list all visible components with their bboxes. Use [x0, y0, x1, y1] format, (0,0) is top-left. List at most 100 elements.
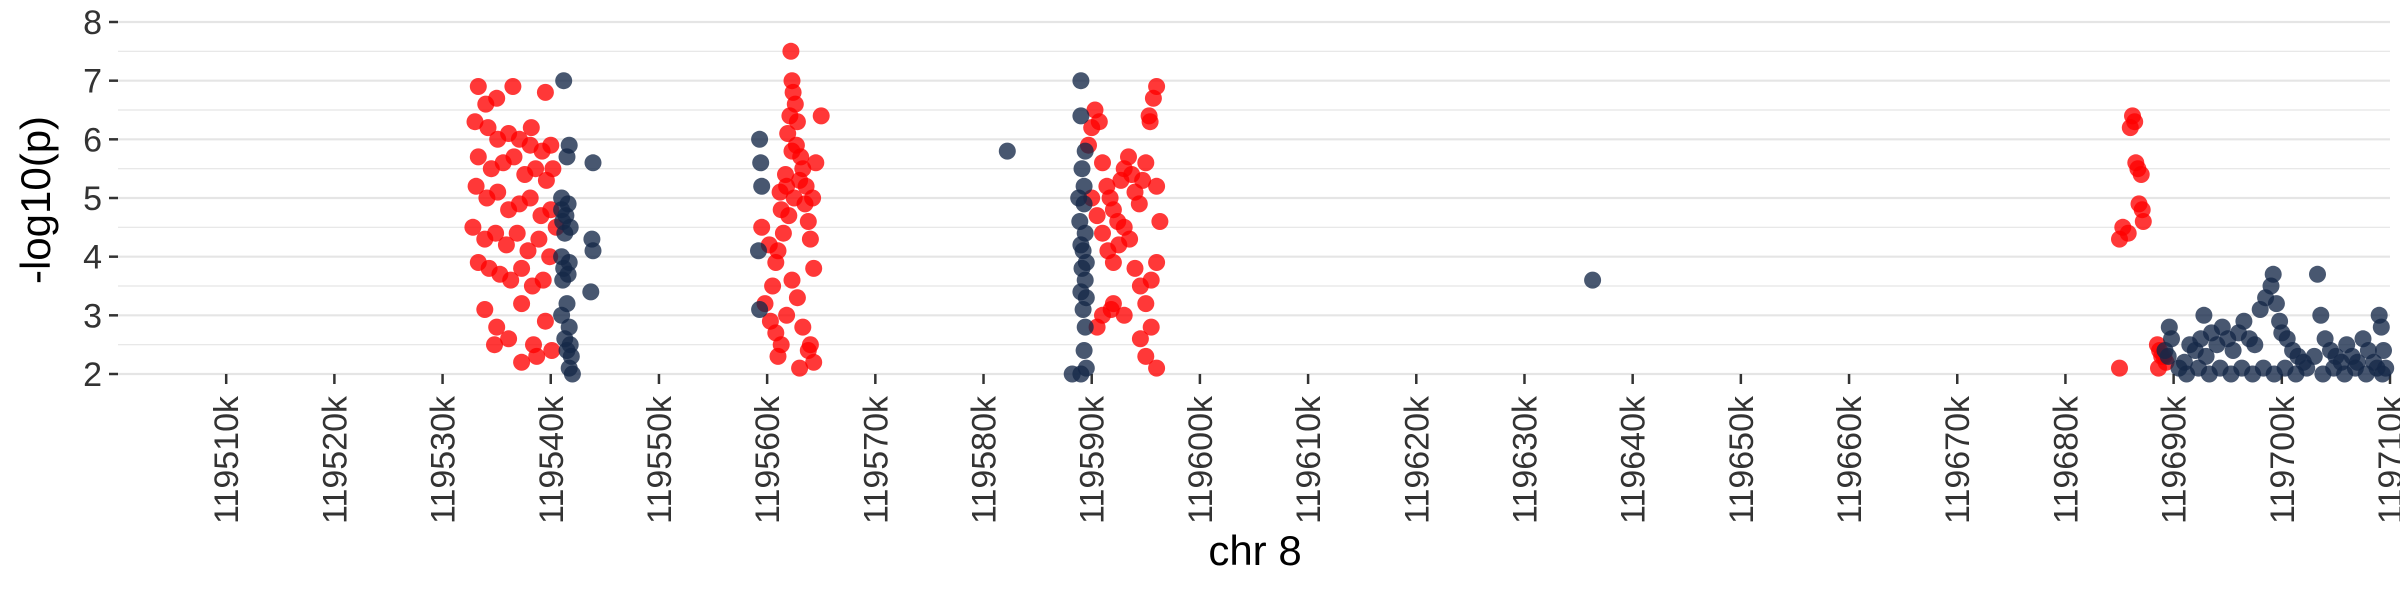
data-point [1584, 271, 1602, 289]
x-tick-label: 119650k [1723, 395, 1761, 524]
data-point [584, 154, 602, 172]
data-point [489, 183, 507, 201]
data-point [466, 113, 484, 131]
grid-lines [118, 20, 2390, 376]
data-point [2267, 295, 2285, 313]
data-point [505, 148, 523, 166]
data-point [1151, 213, 1169, 230]
data-point [541, 248, 559, 266]
data-point [513, 295, 531, 313]
data-point [764, 277, 782, 295]
x-tick-label: 119640k [1615, 395, 1653, 524]
data-point [1076, 142, 1094, 160]
data-point [2126, 113, 2144, 131]
x-tick-label: 119710k [2372, 395, 2400, 524]
data-point [780, 207, 798, 225]
data-point [1073, 160, 1091, 178]
data-point [500, 330, 518, 348]
data-point [794, 318, 812, 336]
data-point [1142, 318, 1160, 336]
data-point [554, 271, 572, 289]
data-point [467, 177, 485, 195]
data-point [1126, 259, 1144, 277]
data-point [521, 189, 539, 207]
x-tick-label: 119620k [1398, 395, 1436, 524]
data-point [464, 218, 482, 236]
data-point [804, 189, 822, 207]
data-point [508, 224, 526, 242]
data-point [544, 160, 562, 178]
data-point [752, 154, 770, 172]
x-tick-label: 119530k [425, 395, 463, 524]
data-point [778, 306, 796, 324]
data-point [584, 242, 602, 260]
data-point [1148, 78, 1166, 95]
data-point [1090, 113, 1108, 131]
data-point [479, 119, 497, 137]
data-point [1075, 342, 1093, 359]
data-point [1121, 230, 1139, 248]
data-point [2377, 359, 2395, 377]
data-point [488, 89, 506, 107]
data-point [1094, 154, 1111, 172]
data-point [1148, 254, 1166, 271]
data-point [486, 336, 503, 354]
x-axis-title: chr 8 [1208, 527, 1301, 574]
y-tick-label: 2 [83, 356, 102, 394]
data-point [1104, 254, 1122, 271]
x-tick-label: 119630k [1506, 395, 1544, 524]
data-point [751, 130, 769, 148]
data-point [558, 148, 576, 166]
data-point [783, 271, 801, 289]
data-point [2132, 166, 2150, 183]
data-point [777, 166, 794, 183]
y-tick-label: 3 [83, 297, 102, 335]
axes: 2 3 4 5 6 7 8 119510k 119520k 119530k 119540k 11955… [83, 4, 2400, 524]
data-point [799, 213, 817, 230]
data-point [488, 318, 506, 336]
data-point [582, 283, 600, 301]
data-point [543, 342, 561, 359]
data-point [1137, 295, 1155, 313]
y-tick-label: 6 [83, 121, 102, 159]
data-point [497, 236, 515, 254]
data-point [998, 142, 1016, 160]
data-point [1140, 107, 1158, 125]
data-point [1088, 318, 1106, 336]
data-point [753, 177, 771, 195]
data-point [534, 271, 552, 289]
data-point [750, 242, 767, 260]
x-tick-label: 119680k [2047, 395, 2085, 524]
y-axis-title: -log10(p) [12, 116, 59, 284]
data-point [1088, 207, 1106, 225]
data-point [1120, 148, 1137, 166]
data-point [801, 336, 819, 354]
data-point [1142, 271, 1160, 289]
data-point [2119, 224, 2137, 242]
x-tick-label: 119570k [857, 395, 895, 524]
data-point [2309, 265, 2326, 283]
x-tick-label: 119700k [2264, 395, 2302, 524]
x-tick-label: 119670k [1939, 395, 1977, 524]
data-point [513, 353, 531, 371]
data-point [1076, 318, 1094, 336]
data-point [469, 148, 487, 166]
data-point [542, 136, 560, 154]
data-point [2372, 318, 2390, 336]
data-point [536, 312, 554, 330]
data-point [751, 301, 769, 318]
x-tick-label: 119600k [1182, 395, 1220, 524]
data-point [769, 347, 787, 365]
data-point [2134, 213, 2152, 230]
data-point [1074, 301, 1092, 318]
data-point [753, 218, 771, 236]
data-points [464, 42, 2395, 383]
data-point [1148, 177, 1166, 195]
data-point [771, 183, 789, 201]
data-point [530, 230, 548, 248]
data-point [556, 224, 574, 242]
data-point [1137, 154, 1155, 172]
data-point [2246, 336, 2264, 354]
data-point [563, 365, 581, 383]
data-point [805, 259, 823, 277]
